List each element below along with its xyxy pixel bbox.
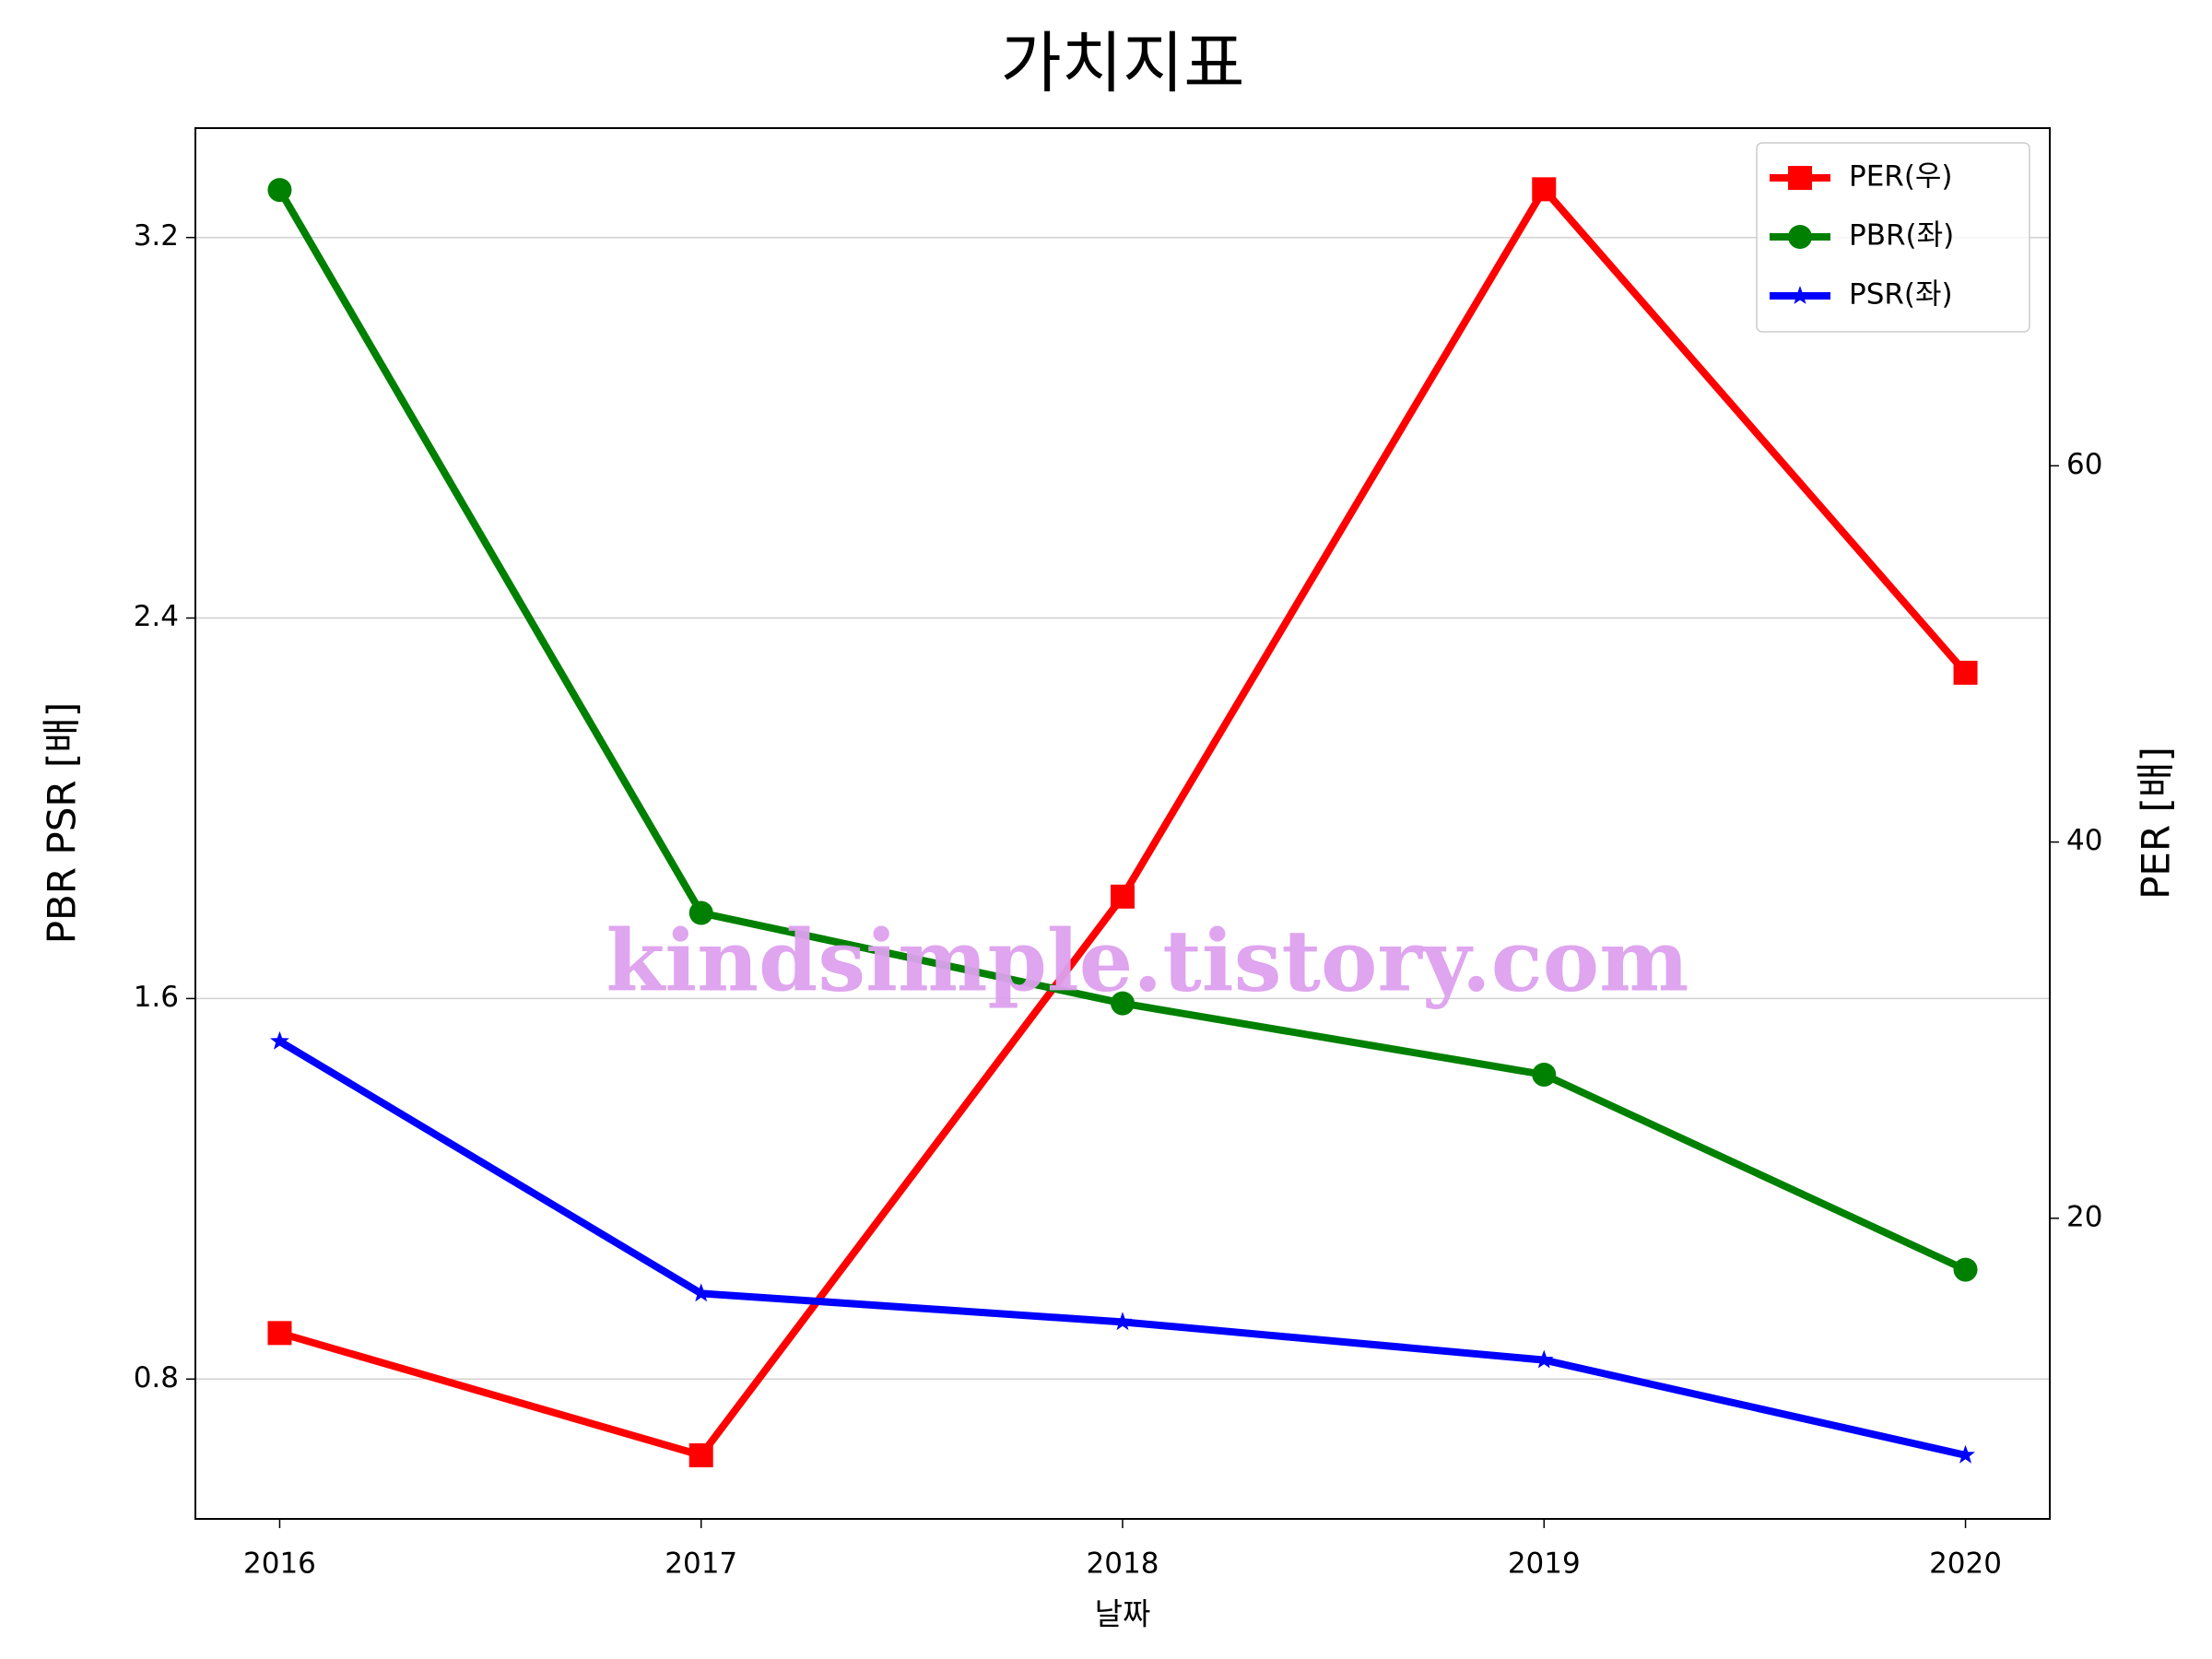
y-tick-label: 0.8 [134,1361,179,1394]
x-axis-label: 날짜 [1095,1596,1151,1632]
marker [267,178,292,203]
marker [1111,884,1135,909]
y2-tick-label: 20 [2066,1200,2102,1233]
y2-axis-label: PER [배] [2134,747,2179,900]
x-tick-label: 2016 [243,1547,316,1581]
y-tick-label: 2.4 [134,600,179,633]
watermark: kindsimple.tistory.com [606,912,1688,1011]
chart-title: 가치지표 [1001,25,1245,102]
marker [1112,1312,1133,1331]
y-tick-label: 3.2 [134,219,179,253]
legend-label: PBR(좌) [1849,219,1954,253]
legend-box [1756,142,2030,333]
marker [688,900,713,925]
legend-label: PER(우) [1849,160,1953,194]
legend-label: PSR(좌) [1849,278,1953,312]
marker [1790,286,1810,304]
marker [1953,660,1978,685]
x-tick-label: 2018 [1087,1547,1159,1581]
marker [1111,991,1135,1016]
y-axis-label: PBR PSR [배] [40,702,85,945]
marker [270,1030,289,1050]
marker [688,1443,713,1468]
marker [1788,166,1812,190]
x-tick-label: 2020 [1929,1547,2002,1581]
marker [1534,1349,1554,1369]
y-tick-label: 1.6 [134,981,179,1014]
marker [1532,1062,1557,1087]
plot-frame [194,127,2051,1520]
x-tick-label: 2019 [1508,1547,1581,1581]
marker [1532,177,1557,202]
marker [1956,1444,1975,1464]
marker [1788,225,1812,249]
marker [691,1283,712,1302]
y2-tick-label: 60 [2066,448,2102,481]
x-tick-label: 2017 [665,1547,737,1581]
marker [267,1321,292,1346]
y2-tick-label: 40 [2066,824,2102,857]
marker [1953,1257,1978,1282]
